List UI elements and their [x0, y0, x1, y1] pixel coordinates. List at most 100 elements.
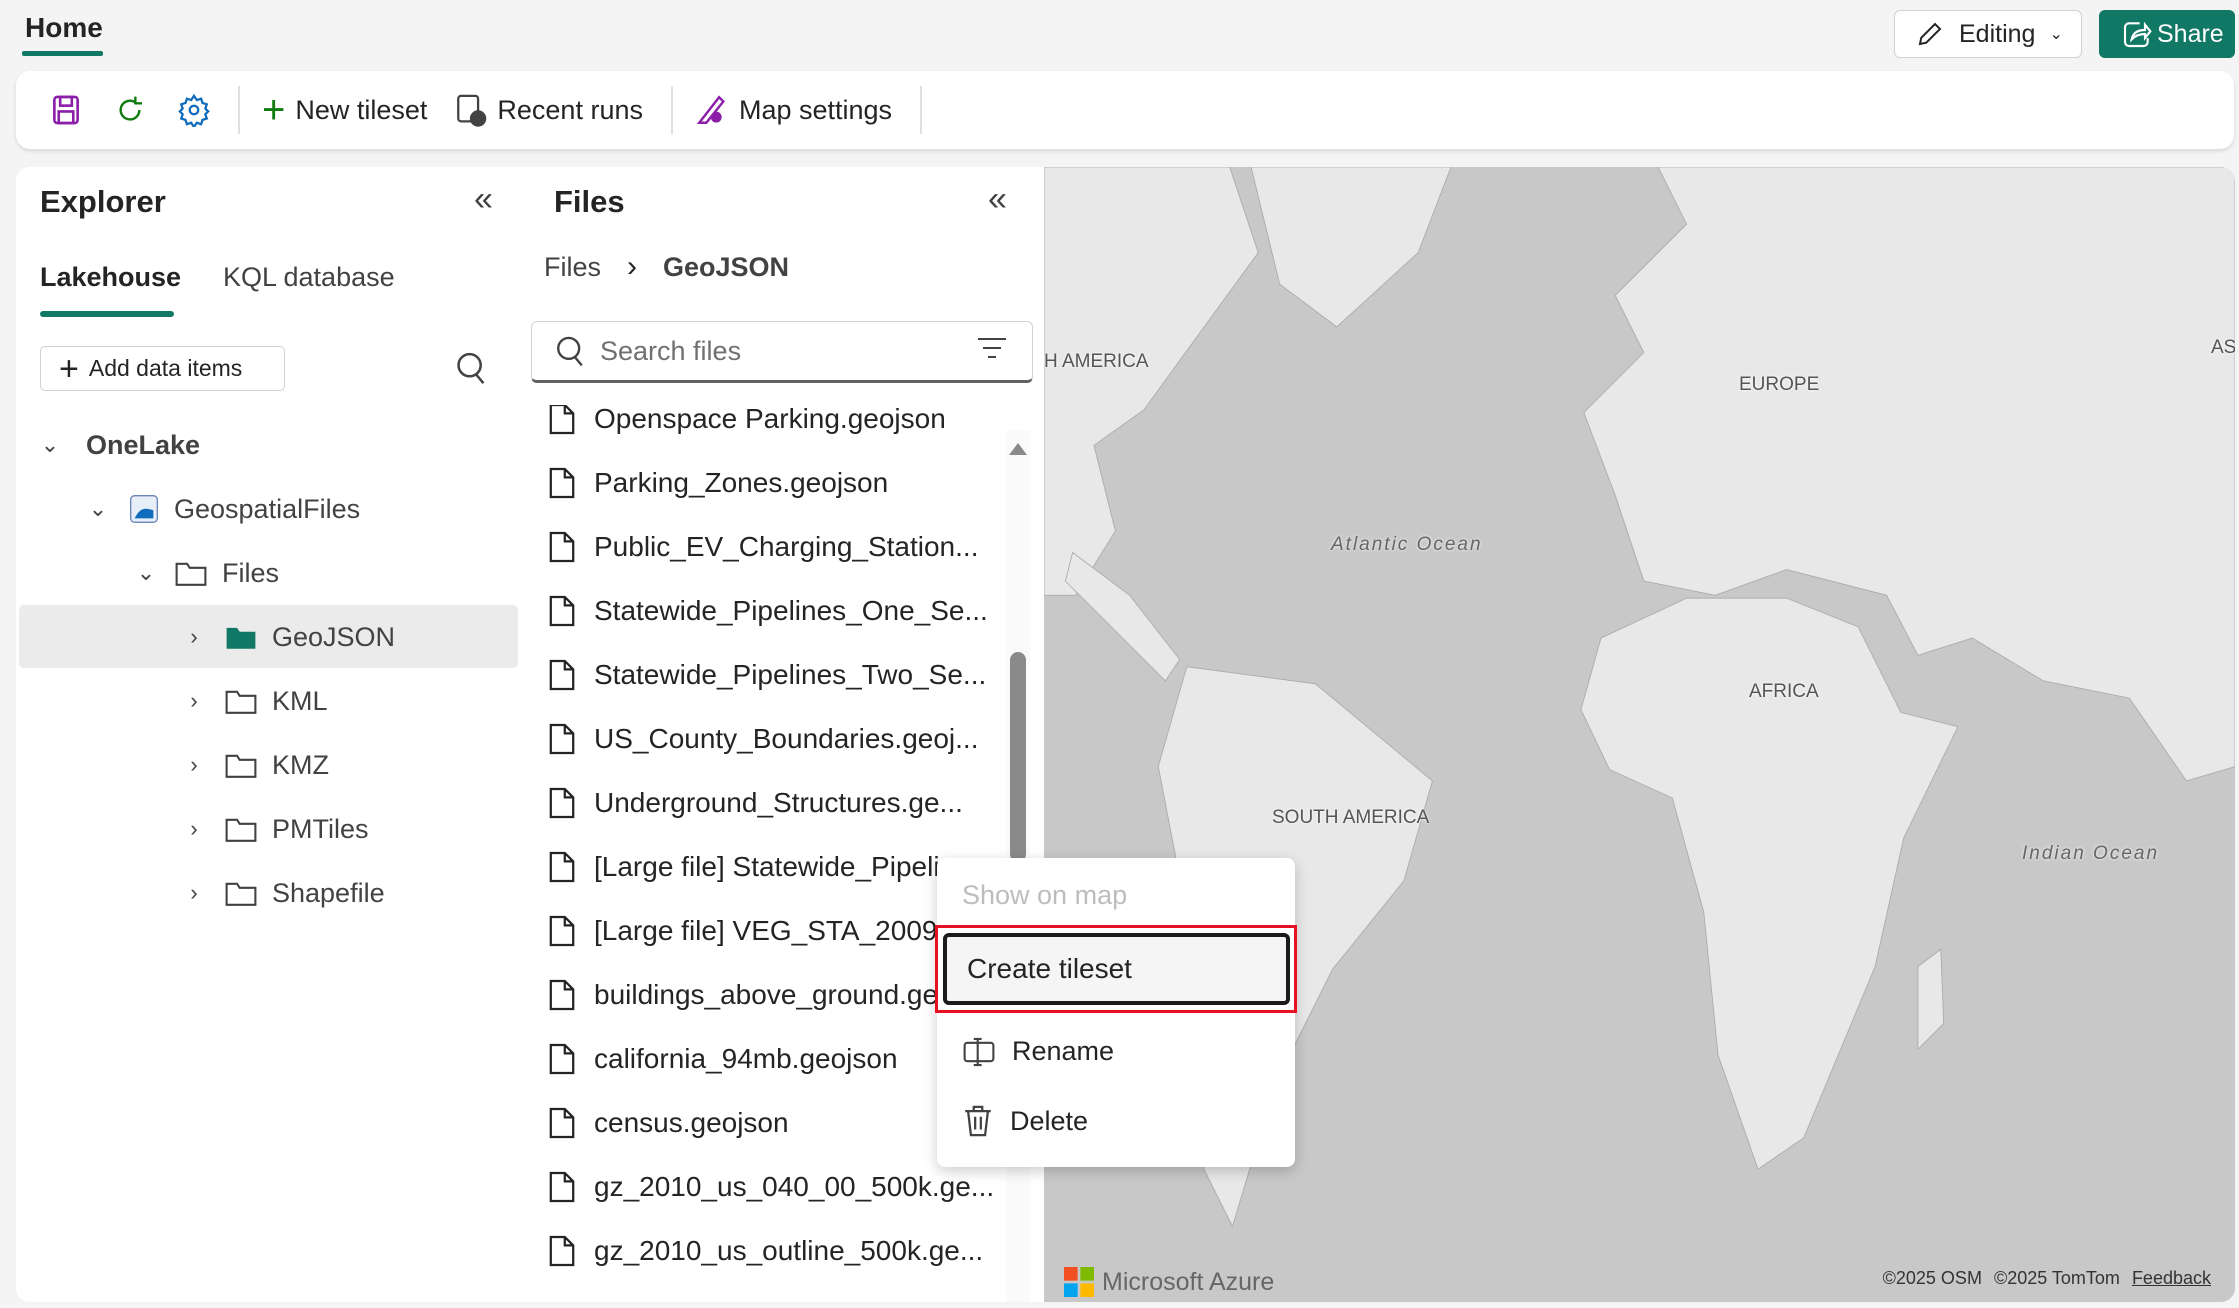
tree-item-onelake[interactable]: ⌄ OneLake — [36, 414, 200, 476]
file-list-item[interactable]: Public_EV_Charging_Station... — [548, 517, 978, 577]
chevron-down-icon: ⌄ — [2049, 26, 2063, 43]
new-tileset-label: New tileset — [295, 94, 428, 125]
tab-home[interactable]: Home — [25, 12, 103, 43]
tree-item-shapefile[interactable]: › Shapefile — [180, 862, 384, 924]
file-name: [Large file] Statewide_Pipeli... — [594, 851, 963, 882]
attribution-osm: ©2025 OSM — [1882, 1268, 1982, 1288]
file-list-item[interactable]: [Large file] Statewide_Pipeli... — [548, 837, 963, 897]
file-icon — [549, 723, 575, 755]
land-central-america — [1064, 551, 1181, 682]
tab-lakehouse[interactable]: Lakehouse — [40, 262, 182, 292]
file-icon — [549, 1043, 575, 1075]
map-label-indian-ocean: Indian Ocean — [2022, 843, 2160, 864]
land-madagascar — [1917, 948, 1945, 1051]
search-placeholder: Search files — [600, 335, 742, 366]
gear-icon[interactable] — [174, 90, 214, 130]
collapse-files-icon[interactable]: « — [988, 180, 1007, 218]
scrollbar-thumb[interactable] — [1010, 652, 1026, 862]
tab-kql-database[interactable]: KQL database — [223, 262, 395, 292]
file-list-item[interactable]: Statewide_Pipelines_One_Se... — [548, 581, 988, 641]
menu-label: Show on map — [962, 880, 1128, 910]
filter-icon[interactable] — [978, 336, 1006, 360]
save-icon[interactable] — [46, 90, 86, 130]
land-africa — [1580, 597, 1959, 1170]
attribution-tomtom: ©2025 TomTom — [1993, 1268, 2120, 1288]
add-data-items-button[interactable]: + Add data items — [40, 346, 285, 391]
highlight-outline — [935, 925, 1297, 1013]
scroll-up-arrow-icon[interactable] — [1009, 443, 1027, 455]
file-list-item[interactable]: california_94mb.geojson — [548, 1029, 898, 1089]
chevron-down-icon: ⌄ — [136, 560, 156, 585]
new-tileset-button[interactable]: + New tileset — [262, 90, 427, 130]
tree-label: GeospatialFiles — [174, 493, 361, 524]
file-icon — [549, 979, 575, 1011]
tree-item-geospatialfiles[interactable]: ⌄ GeospatialFiles — [84, 478, 360, 540]
tree-selected-highlight — [19, 605, 518, 668]
tree-item-kmz[interactable]: › KMZ — [180, 734, 329, 796]
file-list-item[interactable]: census.geojson — [548, 1093, 789, 1153]
pencil-icon — [1918, 22, 1942, 46]
share-label: Share — [2157, 19, 2224, 48]
tree-item-pmtiles[interactable]: › PMTiles — [180, 798, 368, 860]
file-icon — [549, 659, 575, 691]
menu-item-delete[interactable]: Delete — [962, 1104, 1088, 1138]
recent-runs-icon — [457, 94, 487, 127]
file-icon — [549, 1235, 575, 1267]
editing-mode-dropdown[interactable]: Editing ⌄ — [1894, 10, 2082, 58]
file-icon — [549, 405, 575, 435]
file-list-item[interactable]: Openspace Parking.geojson — [548, 405, 946, 449]
file-list-item[interactable]: gz_2010_us_040_00_500k.ge... — [548, 1157, 994, 1217]
refresh-icon[interactable] — [110, 90, 150, 130]
file-list-item[interactable]: gz_2010_us_outline_500k.ge... — [548, 1221, 983, 1281]
file-list-item[interactable]: Underground_Structures.ge... — [548, 773, 963, 833]
trash-icon — [965, 1105, 991, 1137]
file-list-item[interactable]: buildings_above_ground.geojson — [548, 965, 1000, 1025]
file-name: gz_2010_us_040_00_500k.ge... — [594, 1171, 995, 1202]
file-list-item[interactable]: US_County_Boundaries.geoj... — [548, 709, 978, 769]
map-view[interactable]: H AMERICA EUROPE AS Atlantic Ocean AFRIC… — [1044, 167, 2235, 1302]
tree-item-geojson[interactable]: › GeoJSON — [180, 606, 395, 668]
land-eurasia — [1583, 167, 2235, 782]
chevron-right-icon: › — [190, 752, 198, 777]
search-icon[interactable] — [454, 350, 488, 386]
file-list-item[interactable]: [Large file] VEG_STA_2009_4... — [548, 901, 992, 961]
file-icon — [549, 1171, 575, 1203]
folder-icon — [225, 754, 257, 778]
map-label-north-america: H AMERICA — [1044, 351, 1149, 372]
share-button[interactable]: Share — [2099, 10, 2235, 58]
recent-runs-label: Recent runs — [497, 94, 643, 125]
chevron-right-icon: › — [627, 250, 638, 283]
feedback-link[interactable]: Feedback — [2131, 1268, 2211, 1288]
explorer-files-panel — [16, 167, 1044, 1302]
file-list-item[interactable]: Statewide_Pipelines_Two_Se... — [548, 645, 986, 705]
toolbar-divider — [670, 86, 673, 134]
map-settings-button[interactable]: Map settings — [695, 93, 892, 127]
file-name: Public_EV_Charging_Station... — [594, 531, 979, 562]
chevron-right-icon: › — [190, 880, 198, 905]
rename-icon — [963, 1037, 995, 1066]
folder-icon — [225, 690, 257, 714]
land-north-america — [1044, 167, 1259, 596]
chevron-right-icon: › — [190, 624, 198, 649]
map-label-africa: AFRICA — [1749, 681, 1819, 702]
tree-item-files[interactable]: ⌄ Files — [132, 542, 279, 604]
tree-label: KML — [272, 685, 328, 716]
breadcrumb: Files › GeoJSON — [544, 250, 789, 284]
collapse-explorer-icon[interactable]: « — [474, 180, 493, 218]
plus-icon: + — [262, 88, 286, 132]
menu-item-rename[interactable]: Rename — [962, 1036, 1114, 1067]
recent-runs-button[interactable]: Recent runs — [455, 93, 643, 127]
file-list-item[interactable]: Parking_Zones.geojson — [548, 453, 888, 513]
search-files-input[interactable]: Search files — [531, 321, 1033, 383]
files-title: Files — [554, 184, 625, 219]
tree-item-kml[interactable]: › KML — [180, 670, 328, 732]
menu-item-create-tileset[interactable]: Create tileset — [943, 933, 1290, 1005]
menu-item-show-on-map: Show on map — [962, 880, 1127, 911]
menu-label: Delete — [1010, 1105, 1089, 1136]
lakehouse-icon — [130, 495, 158, 523]
breadcrumb-files[interactable]: Files — [544, 251, 602, 282]
file-name: Statewide_Pipelines_Two_Se... — [594, 659, 987, 690]
chevron-right-icon: › — [190, 816, 198, 841]
chevron-right-icon: › — [190, 688, 198, 713]
tree-label: GeoJSON — [272, 621, 396, 652]
